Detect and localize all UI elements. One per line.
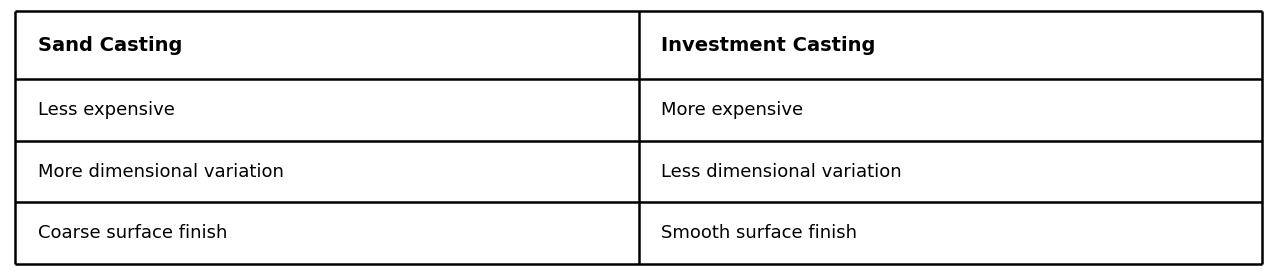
Text: Sand Casting: Sand Casting: [38, 36, 183, 55]
Text: Smooth surface finish: Smooth surface finish: [661, 224, 857, 242]
Text: More expensive: More expensive: [661, 101, 803, 119]
Text: Coarse surface finish: Coarse surface finish: [38, 224, 227, 242]
Text: Less expensive: Less expensive: [38, 101, 175, 119]
Text: More dimensional variation: More dimensional variation: [38, 163, 285, 181]
Text: Investment Casting: Investment Casting: [661, 36, 876, 55]
Text: Less dimensional variation: Less dimensional variation: [661, 163, 902, 181]
